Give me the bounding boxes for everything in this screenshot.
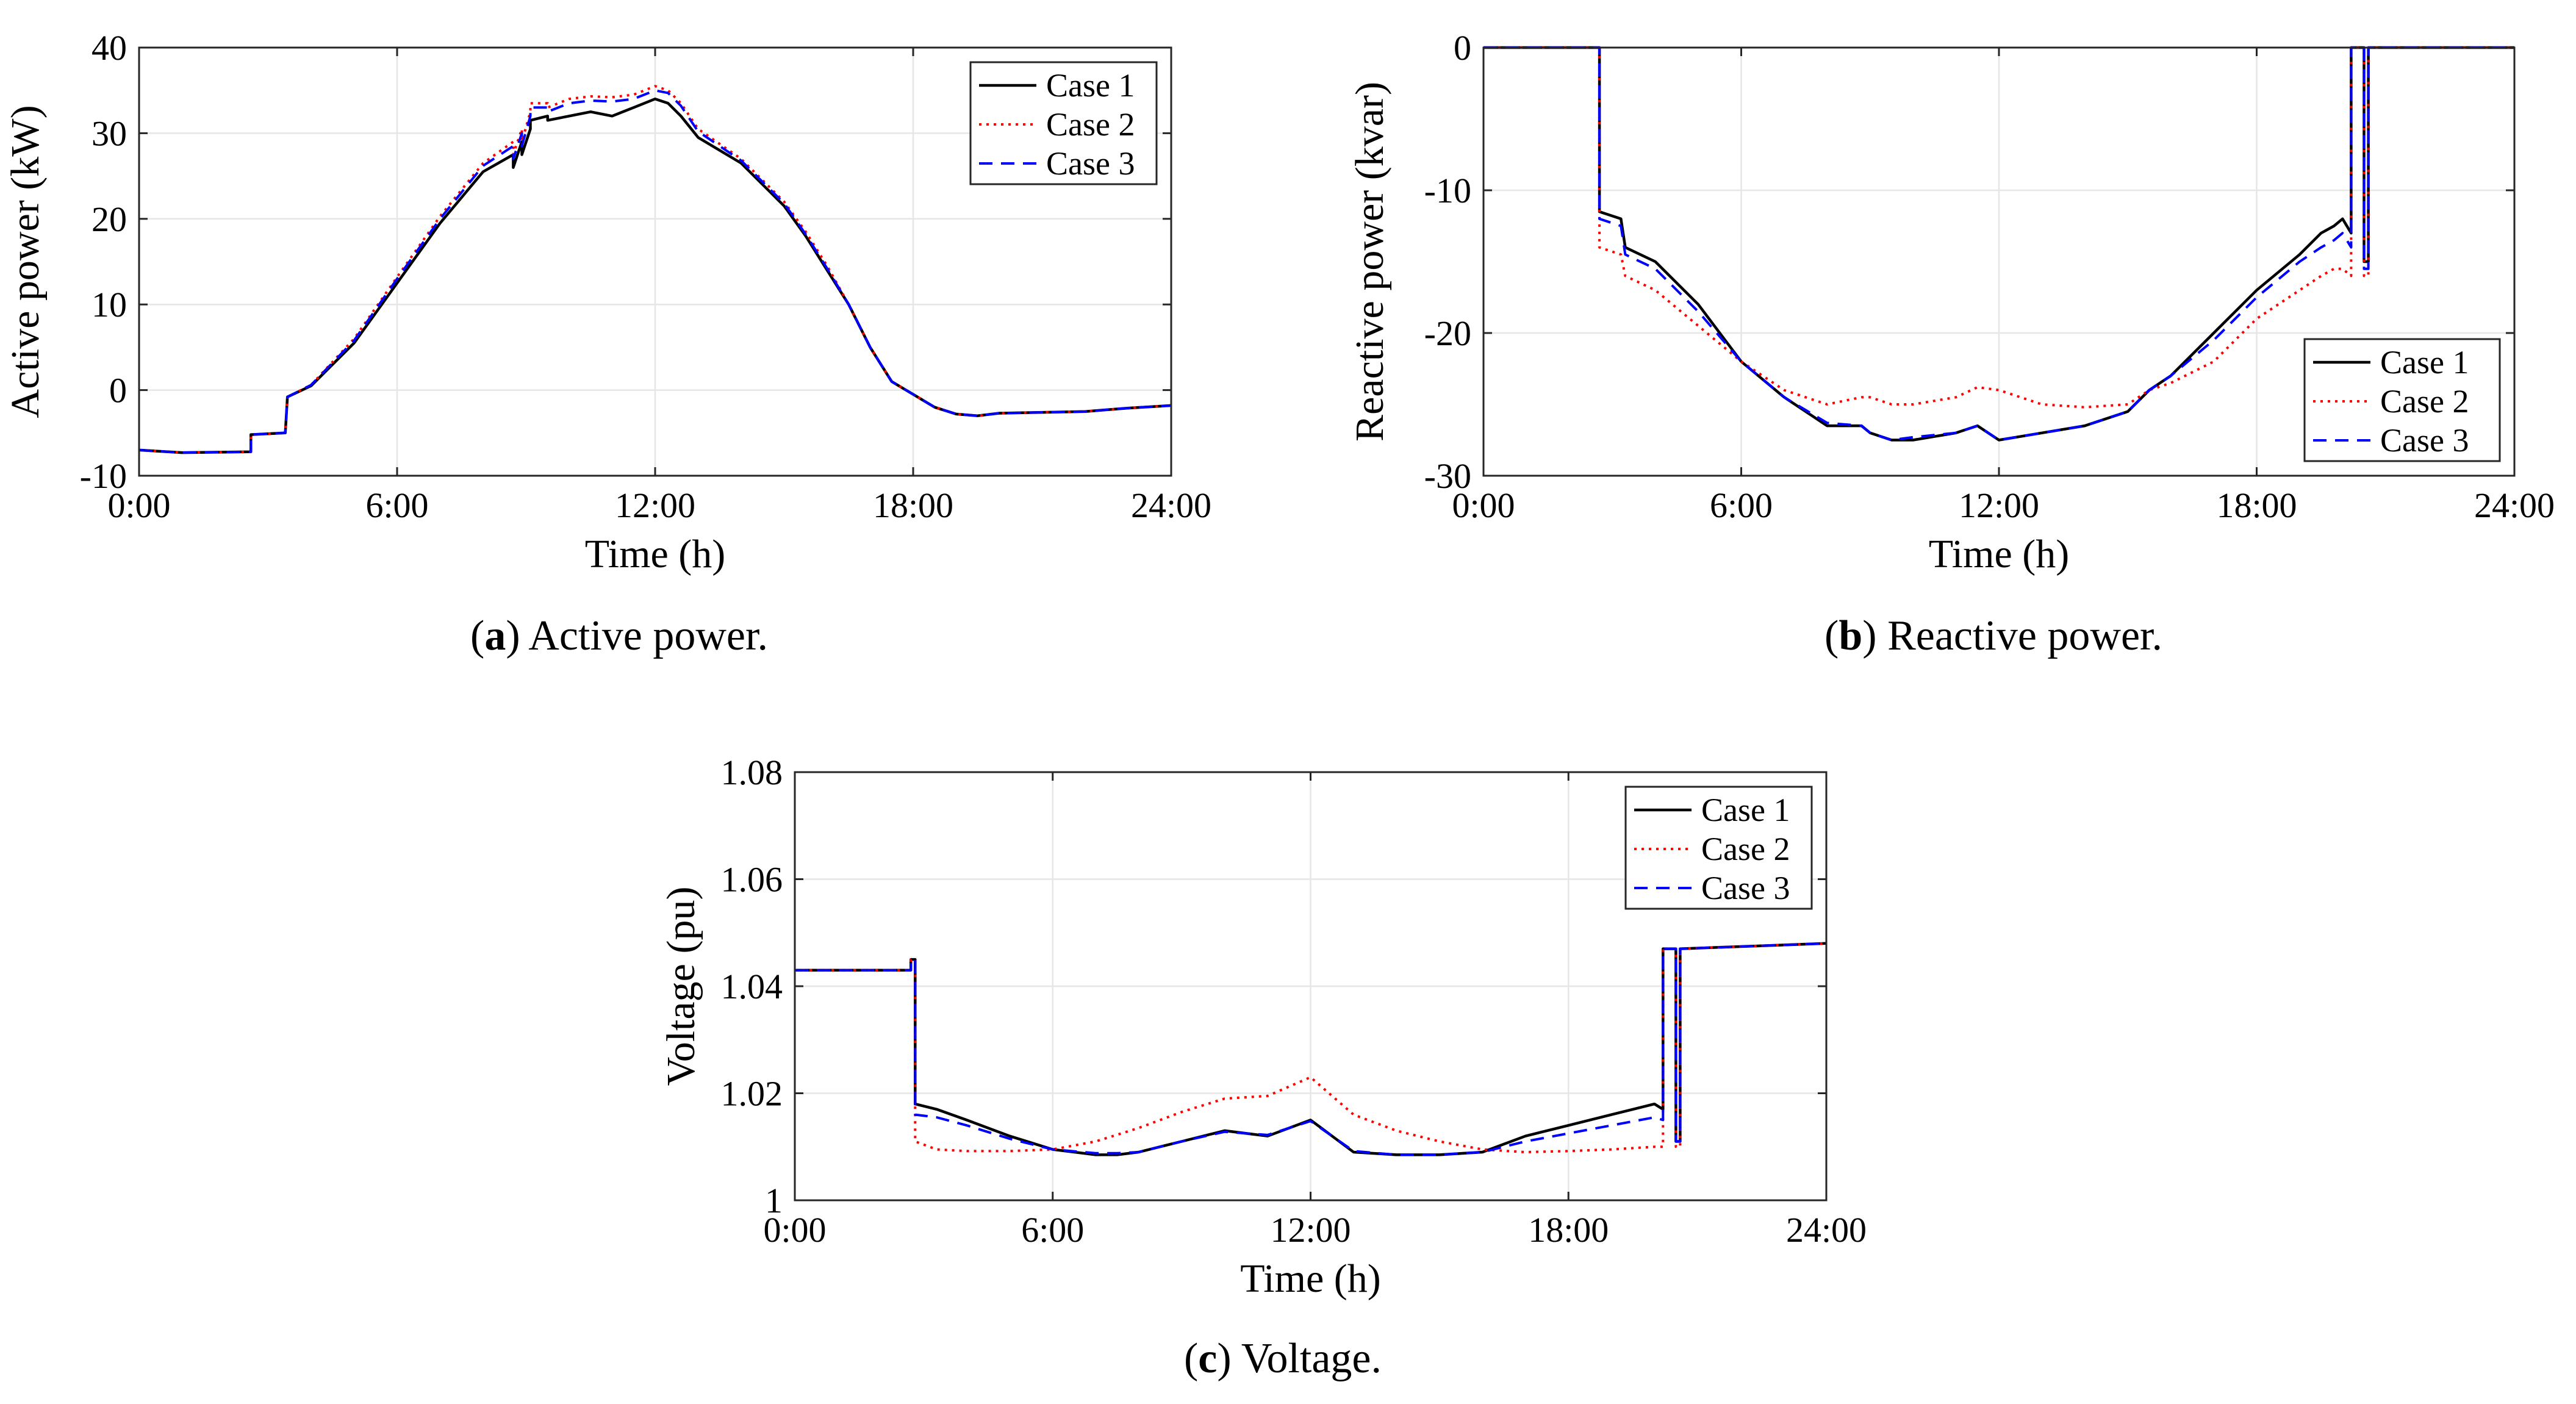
y-tick-label: 1.04: [721, 967, 783, 1006]
y-tick-label: -10: [1424, 171, 1471, 210]
legend-label-case-3: Case 3: [2380, 422, 2469, 459]
x-tick-label: 0:00: [763, 1210, 826, 1250]
x-tick-label: 24:00: [1131, 485, 1211, 525]
y-tick-label: 1: [765, 1181, 783, 1220]
legend-label-case-1: Case 1: [1701, 792, 1790, 828]
series-line-case-1: [1484, 46, 2514, 442]
y-axis-label: Reactive power (kvar): [1347, 82, 1392, 442]
x-tick-label: 6:00: [1021, 1210, 1084, 1250]
y-tick-label: 20: [91, 199, 127, 239]
legend: Case 1 Case 2 Case 3: [2303, 338, 2501, 462]
x-tick-label: 0:00: [107, 485, 170, 525]
x-tick-label: 24:00: [1786, 1210, 1867, 1250]
legend-label-case-3: Case 3: [1701, 870, 1790, 906]
y-tick-label: 40: [91, 28, 127, 68]
legend: Case 1 Case 2 Case 3: [1624, 786, 1813, 910]
caption-a: (a) Active power.: [470, 612, 768, 659]
x-tick-label: 18:00: [873, 485, 953, 525]
legend-label-case-1: Case 1: [1046, 67, 1135, 104]
y-tick-label: 1.02: [721, 1074, 783, 1114]
y-tick-label: 1.06: [721, 860, 783, 900]
x-tick-label: 18:00: [2216, 485, 2297, 525]
y-tick-label: 0: [1454, 28, 1471, 68]
legend-label-case-2: Case 2: [2380, 383, 2469, 420]
caption-text: Voltage.: [1232, 1335, 1382, 1382]
y-tick-label: 10: [91, 285, 127, 324]
x-axis-label: Time (h): [585, 532, 725, 576]
x-tick-label: 12:00: [1270, 1210, 1351, 1250]
series-line-case-3: [138, 89, 1172, 454]
caption-text: Active power.: [520, 612, 768, 659]
x-tick-label: 12:00: [1959, 485, 2039, 525]
y-tick-label: 1.08: [721, 753, 783, 792]
y-tick-label: 30: [91, 113, 127, 153]
y-axis-label: Voltage (pu): [659, 887, 703, 1086]
x-tick-label: 24:00: [2474, 485, 2555, 525]
chart-voltage: 0:00 6:00 12:00 18:00 24:00 1 1.02 1.04 1.06 1.08…: [659, 753, 1867, 1382]
series-line-case-3: [795, 942, 1827, 1156]
x-tick-label: 0:00: [1452, 485, 1515, 525]
y-tick-label: 0: [109, 371, 127, 410]
legend-label-case-1: Case 1: [2380, 344, 2469, 381]
y-tick-label: -20: [1424, 313, 1471, 353]
y-axis-label: Active power (kW): [3, 105, 48, 418]
legend: Case 1 Case 2 Case 3: [969, 61, 1158, 185]
caption-letter: a: [484, 612, 506, 659]
legend-label-case-3: Case 3: [1046, 145, 1135, 182]
caption-letter: c: [1198, 1335, 1217, 1382]
legend-label-case-2: Case 2: [1046, 106, 1135, 143]
y-tick-label: -10: [80, 456, 127, 496]
caption-b: (b) Reactive power.: [1824, 612, 2162, 659]
x-tick-label: 12:00: [615, 485, 695, 525]
x-axis-label: Time (h): [1929, 532, 2069, 576]
caption-letter: b: [1839, 612, 1862, 659]
series-line-case-3: [1484, 46, 2514, 442]
y-tick-label: -30: [1424, 456, 1471, 496]
x-tick-label: 18:00: [1528, 1210, 1609, 1250]
x-tick-label: 6:00: [1710, 485, 1773, 525]
x-tick-label: 6:00: [365, 485, 428, 525]
legend-label-case-2: Case 2: [1701, 831, 1790, 867]
chart-reactive-power: 0:00 6:00 12:00 18:00 24:00 -30 -20 -10 0 Time (…: [1347, 28, 2555, 659]
x-axis-label: Time (h): [1240, 1256, 1380, 1301]
caption-c: (c) Voltage.: [1184, 1335, 1382, 1382]
caption-text: Reactive power.: [1877, 612, 2162, 659]
chart-active-power: 0:00 6:00 12:00 18:00 24:00 -10 0 10 20 30 40 Time…: [3, 28, 1211, 659]
